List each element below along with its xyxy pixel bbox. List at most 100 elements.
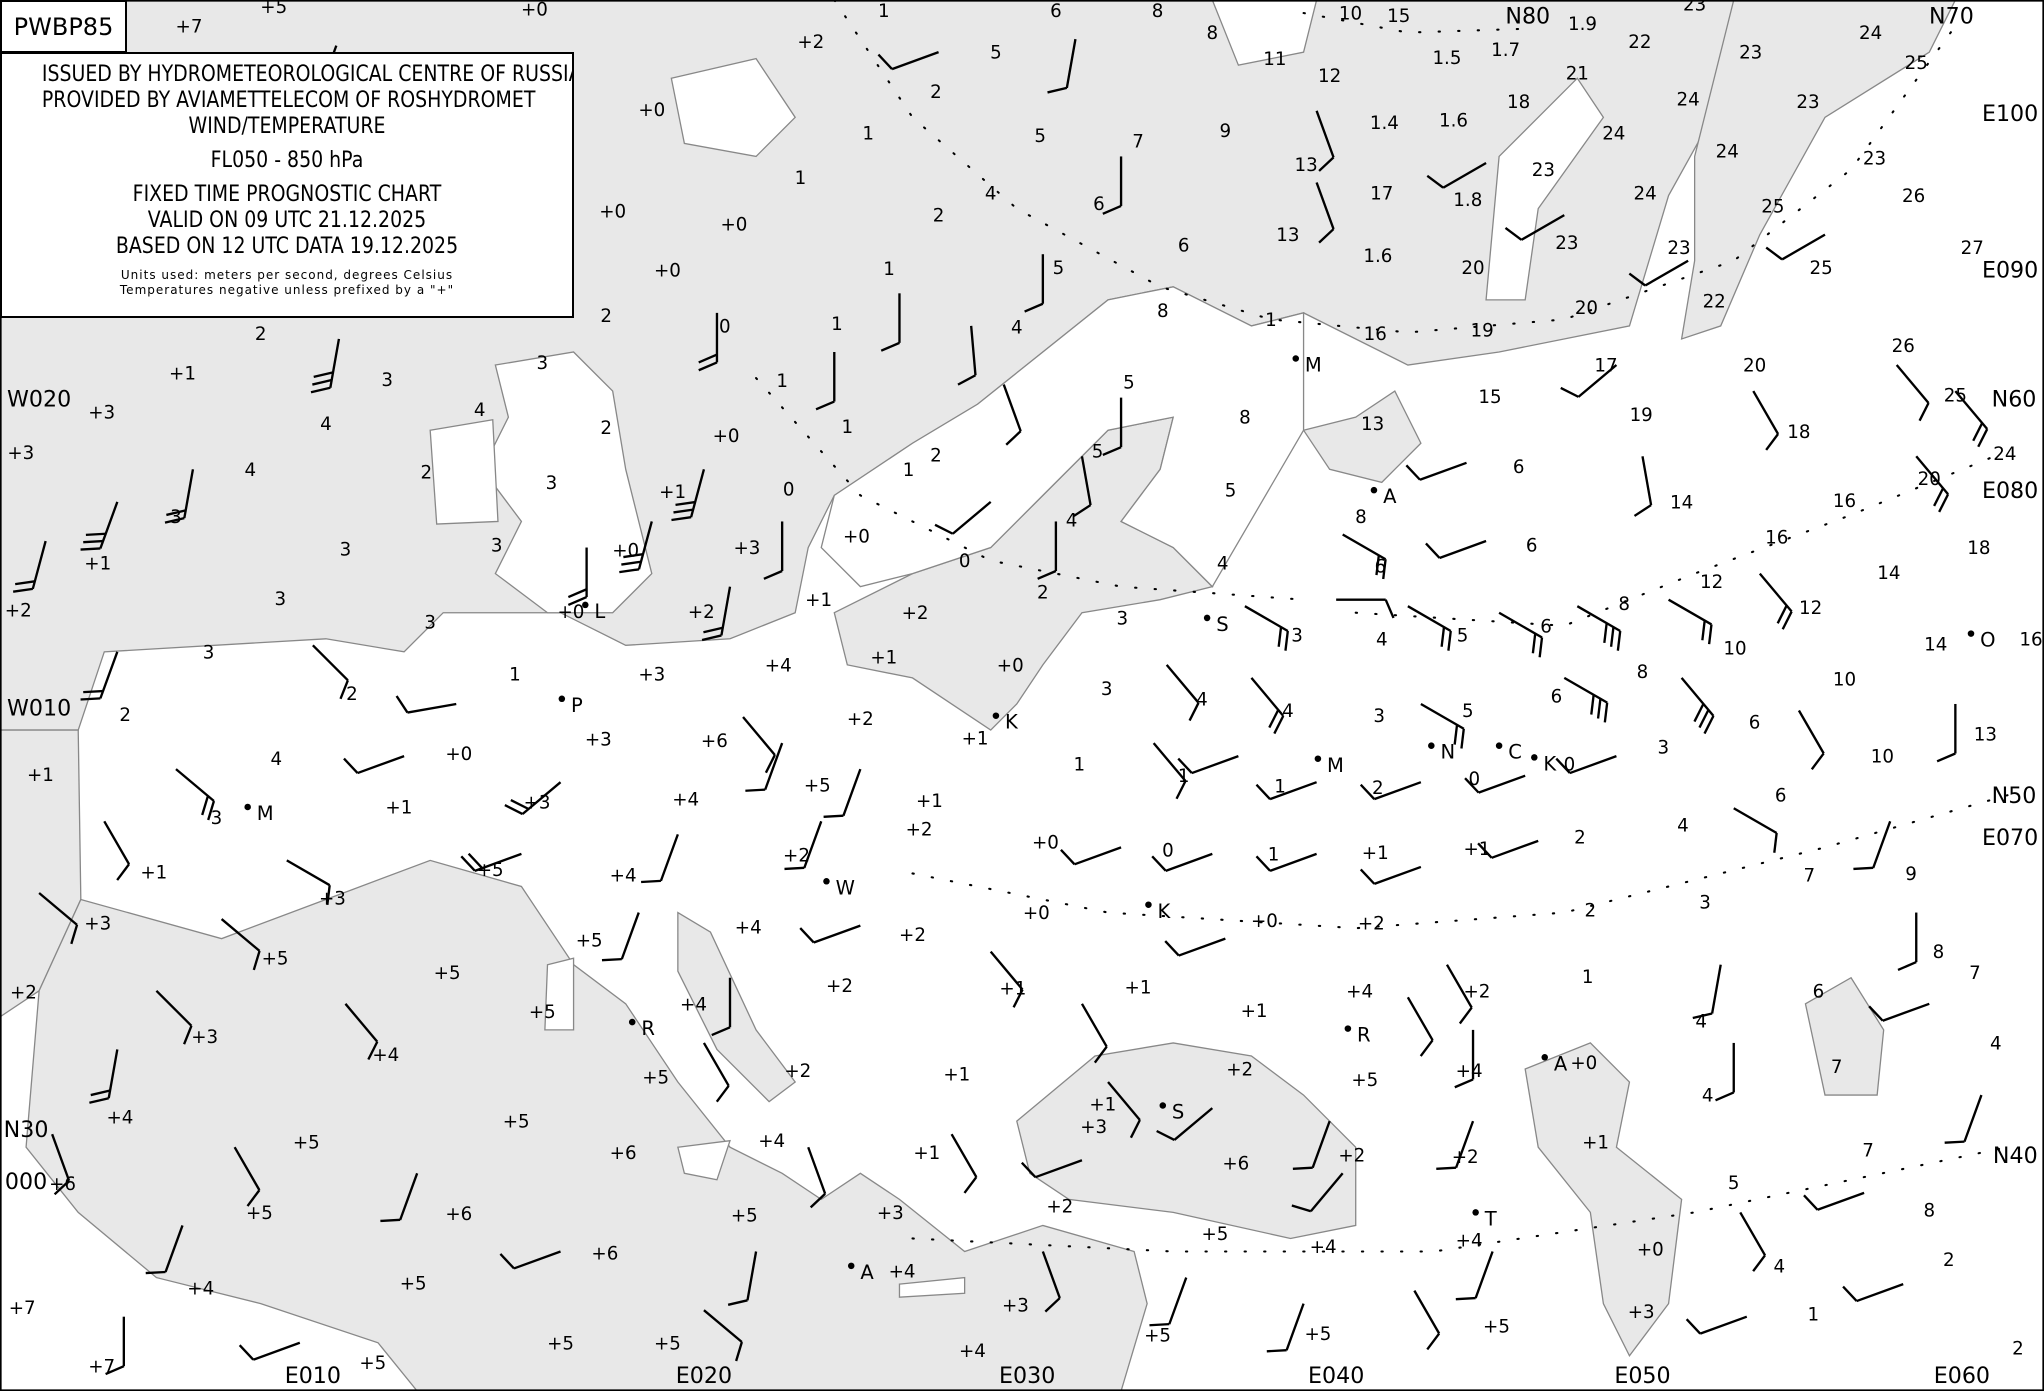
temperature-label: 16 <box>1833 491 1856 512</box>
temperature-label: 5 <box>1053 258 1065 279</box>
temperature-label: +0 <box>445 744 472 765</box>
city-dot <box>1531 754 1538 761</box>
temperature-label: +5 <box>359 1353 386 1374</box>
wind-barb <box>1555 755 1617 775</box>
wind-barb <box>1165 664 1200 722</box>
city-dot <box>823 878 830 885</box>
temperature-label: 2 <box>1372 778 1384 799</box>
temperature-label: 4 <box>474 400 486 421</box>
temperature-label: +5 <box>731 1206 758 1227</box>
temperature-label: 23 <box>1683 0 1706 15</box>
temperature-label: +5 <box>547 1333 574 1354</box>
temperature-label: +5 <box>1483 1316 1510 1337</box>
wind-barb <box>567 547 588 606</box>
temperature-label: +5 <box>293 1133 320 1154</box>
temperature-label: 26 <box>1902 186 1925 207</box>
temperature-label: 13 <box>1974 724 1997 745</box>
temperature-label: +0 <box>1570 1053 1597 1074</box>
wind-barb <box>38 892 79 945</box>
city-dot <box>1292 355 1300 362</box>
city-label: R <box>1357 1024 1371 1047</box>
temperature-label: +2 <box>783 846 810 867</box>
temperature-label: 0 <box>1564 754 1576 775</box>
temperature-label: +1 <box>140 863 167 884</box>
temperature-label: +5 <box>576 930 603 951</box>
temperature-label: 8 <box>1152 1 1164 22</box>
temperature-label: 6 <box>1375 556 1387 577</box>
grid-label: N80 <box>1505 3 1550 29</box>
dotted-isoline <box>833 0 1957 334</box>
temperature-label: 6 <box>1050 1 1062 22</box>
wind-barb <box>1149 1277 1188 1327</box>
city-dot <box>582 601 589 609</box>
temperature-label: 3 <box>1291 625 1303 646</box>
temperature-label: 1 <box>1807 1305 1819 1326</box>
temperature-label: 5 <box>1034 126 1046 147</box>
temperature-label: +1 <box>1125 977 1152 998</box>
wind-barb <box>1152 742 1187 800</box>
wind-barb <box>1315 182 1335 244</box>
wind-barb <box>1445 964 1473 1025</box>
wind-barb <box>343 755 405 775</box>
temperature-label: 7 <box>1862 1140 1874 1161</box>
temperature-label: +6 <box>445 1204 472 1225</box>
sea-mediterranean <box>25 859 1148 1391</box>
temperature-label: 1 <box>776 371 788 392</box>
temperature-label: 8 <box>1637 662 1649 683</box>
temperature-label: +0 <box>638 100 665 121</box>
temperature-label: 3 <box>546 473 558 494</box>
wind-barb <box>1685 1315 1748 1335</box>
wind-barb <box>950 1133 978 1194</box>
wind-barb <box>1797 709 1825 770</box>
temperature-label: 2 <box>1585 900 1597 921</box>
temperature-label: +2 <box>10 983 37 1004</box>
temperature-label: 5 <box>990 43 1002 64</box>
temperature-label: +0 <box>1023 903 1050 924</box>
wind-barb <box>312 644 349 700</box>
temperature-label: +2 <box>1358 914 1385 935</box>
temperature-label: 2 <box>600 306 612 327</box>
temperature-label: +4 <box>672 790 699 811</box>
temperature-label: 0 <box>783 479 795 500</box>
wind-barb <box>934 501 992 535</box>
temperature-label: +0 <box>720 215 747 236</box>
wind-barb <box>671 469 706 522</box>
temperature-label: 4 <box>244 460 256 481</box>
wind-barb <box>1426 161 1487 189</box>
temperature-label: +4 <box>106 1108 133 1129</box>
wind-barb <box>233 1146 261 1207</box>
temperature-label: +2 <box>902 603 929 624</box>
city-label: M <box>1327 754 1344 777</box>
temperature-label: 5 <box>1225 481 1237 502</box>
wind-barb <box>238 1341 301 1361</box>
wind-barb <box>1041 1251 1061 1313</box>
temperature-label: +0 <box>1251 911 1278 932</box>
wind-barb <box>880 293 901 352</box>
city-label: T <box>1484 1207 1497 1230</box>
temperature-label: 1 <box>831 314 843 335</box>
wind-barb <box>711 977 732 1037</box>
wind-barb <box>1498 611 1544 658</box>
grid-label: E030 <box>999 1363 1055 1389</box>
temperature-label: 1.7 <box>1491 40 1520 61</box>
wind-barb <box>815 351 836 411</box>
wind-barb <box>145 1225 184 1275</box>
wind-barb <box>1733 807 1778 853</box>
temperature-label: 4 <box>1774 1256 1786 1277</box>
wind-barb <box>784 820 823 871</box>
temperature-label: 1.6 <box>1363 246 1392 267</box>
wind-barb <box>164 469 195 524</box>
temperature-label: 7 <box>1831 1057 1843 1078</box>
grid-label: 000 <box>5 1169 47 1195</box>
temperature-label: 4 <box>1196 689 1208 710</box>
temperature-label: +3 <box>84 914 111 935</box>
temperature-label: 1 <box>1265 310 1277 331</box>
temperature-label: 1 <box>862 123 874 144</box>
city-label: K <box>1543 752 1557 775</box>
temperature-label: 16 <box>2019 629 2042 650</box>
temperature-label: +5 <box>1144 1325 1171 1346</box>
wind-barb <box>1336 598 1395 619</box>
wind-barb <box>504 781 562 816</box>
temperature-label: +2 <box>784 1061 811 1082</box>
city-label: L <box>594 600 605 623</box>
